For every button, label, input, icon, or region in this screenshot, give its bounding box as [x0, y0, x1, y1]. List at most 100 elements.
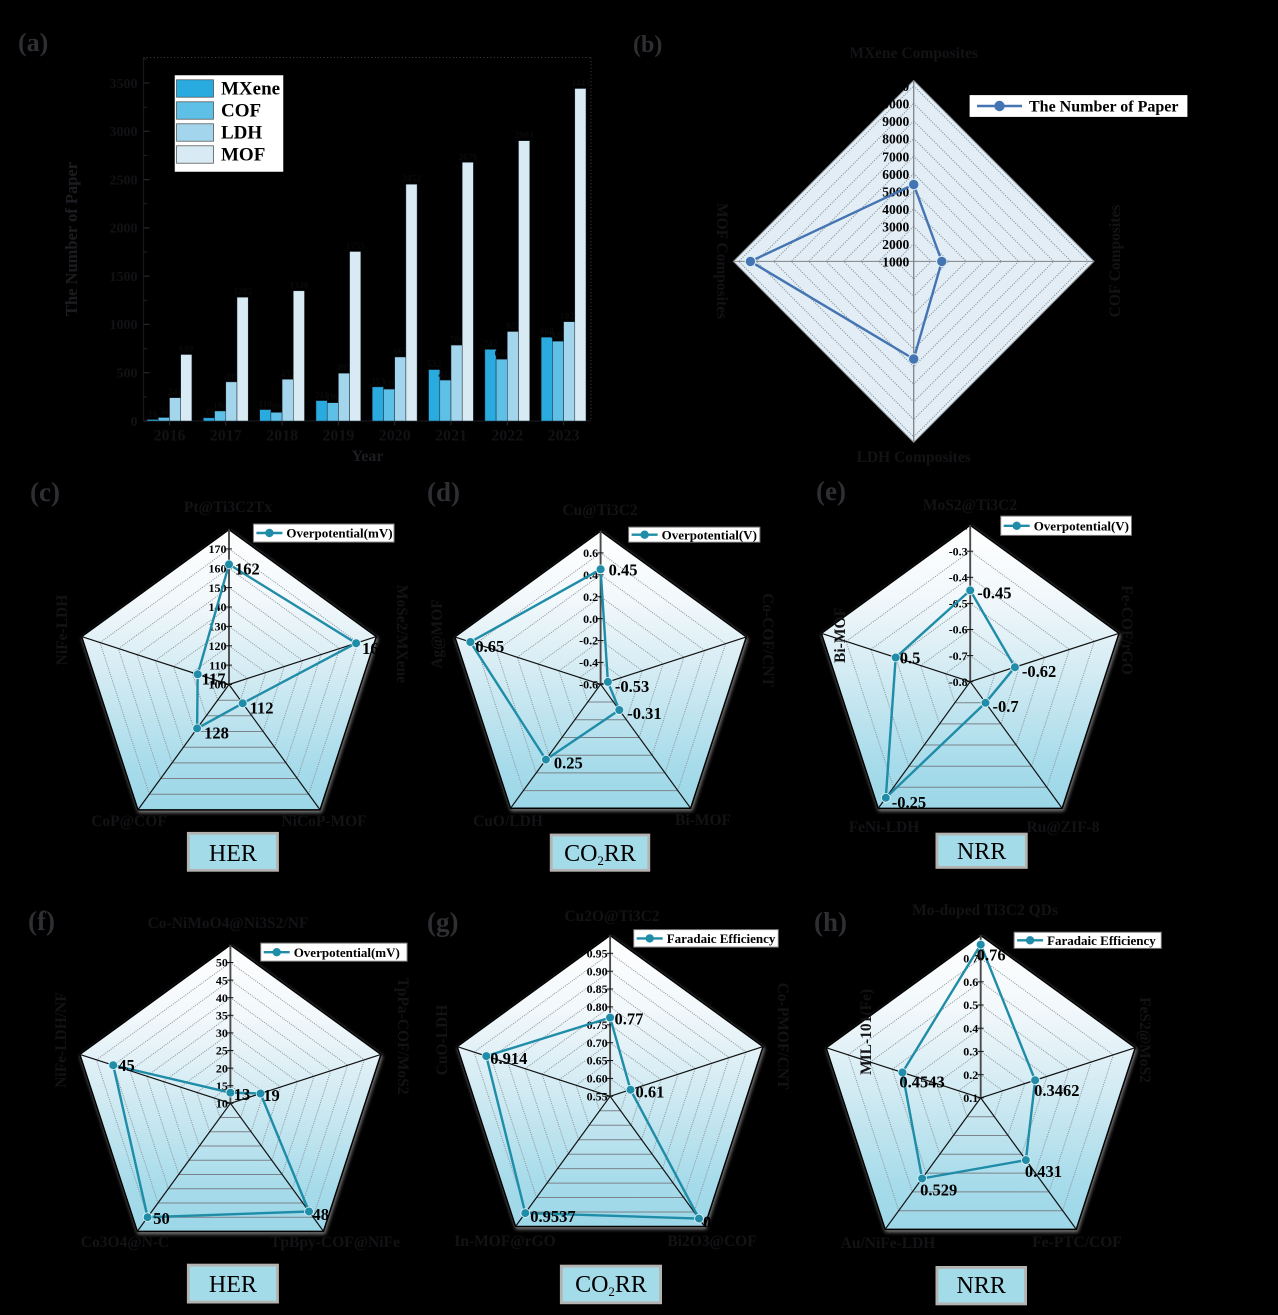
svg-text:180: 180 — [209, 523, 227, 537]
svg-text:9000: 9000 — [882, 114, 909, 129]
svg-text:118: 118 — [258, 400, 272, 410]
svg-text:0.9728: 0.9728 — [703, 1213, 748, 1232]
svg-text:0.3462: 0.3462 — [1034, 1081, 1079, 1100]
svg-text:0.2: 0.2 — [583, 590, 598, 604]
svg-text:NRR: NRR — [957, 1273, 1006, 1299]
svg-text:190: 190 — [326, 393, 341, 403]
svg-text:19: 19 — [263, 1086, 280, 1105]
svg-text:MoS2@Ti3C2: MoS2@Ti3C2 — [923, 497, 1017, 514]
svg-text:0.3: 0.3 — [963, 1045, 978, 1059]
svg-text:Co-COF/CNT: Co-COF/CNT — [759, 593, 776, 688]
svg-text:6000: 6000 — [882, 167, 909, 182]
svg-text:0.45: 0.45 — [609, 560, 638, 579]
svg-text:The Number of Paper: The Number of Paper — [62, 162, 81, 316]
svg-text:211: 211 — [315, 391, 329, 401]
svg-text:48: 48 — [313, 1205, 330, 1224]
svg-text:NRR: NRR — [957, 839, 1006, 865]
svg-text:1000: 1000 — [110, 318, 138, 333]
svg-text:0.85: 0.85 — [587, 982, 608, 996]
svg-text:(g): (g) — [427, 907, 458, 937]
svg-text:1348: 1348 — [289, 281, 308, 291]
svg-text:Cu@Ti3C2: Cu@Ti3C2 — [562, 502, 638, 519]
svg-text:0.25: 0.25 — [554, 754, 583, 773]
svg-text:927: 927 — [506, 322, 521, 332]
svg-text:50: 50 — [216, 956, 228, 970]
svg-text:Co-PMOF/CNT: Co-PMOF/CNT — [774, 983, 791, 1090]
svg-text:0.70: 0.70 — [587, 1036, 608, 1050]
svg-text:-0.6: -0.6 — [579, 678, 598, 692]
svg-text:0.90: 0.90 — [587, 964, 608, 978]
svg-text:MIL-101(Fe): MIL-101(Fe) — [858, 989, 875, 1075]
svg-text:Ag@MOF: Ag@MOF — [429, 599, 446, 669]
svg-text:89: 89 — [272, 403, 282, 413]
svg-text:HER: HER — [209, 841, 257, 867]
svg-text:30: 30 — [216, 1026, 228, 1040]
svg-text:-0.2: -0.2 — [579, 634, 598, 648]
svg-text:0.6: 0.6 — [963, 975, 978, 989]
svg-text:50: 50 — [153, 1209, 170, 1228]
svg-text:20: 20 — [216, 1061, 228, 1075]
svg-text:0.80: 0.80 — [587, 1000, 608, 1014]
svg-text:0.2: 0.2 — [963, 1068, 978, 1082]
svg-text:0.1: 0.1 — [963, 1091, 978, 1105]
svg-text:1.00: 1.00 — [587, 929, 608, 943]
svg-text:LDH: LDH — [221, 122, 262, 143]
svg-text:55: 55 — [216, 938, 228, 952]
svg-text:(h): (h) — [814, 907, 847, 937]
svg-text:424: 424 — [438, 371, 453, 381]
svg-text:In-MOF@rGO: In-MOF@rGO — [454, 1233, 555, 1250]
svg-text:0.61: 0.61 — [636, 1083, 665, 1102]
svg-text:Mo-doped Ti3C2 QDs: Mo-doped Ti3C2 QDs — [912, 902, 1058, 919]
svg-text:-0.45: -0.45 — [977, 583, 1011, 602]
svg-text:0.4: 0.4 — [963, 1021, 978, 1035]
svg-text:100: 100 — [209, 678, 227, 692]
svg-text:0.65: 0.65 — [475, 637, 504, 656]
svg-text:HER: HER — [209, 1272, 257, 1298]
svg-text:-0.6: -0.6 — [949, 623, 968, 637]
svg-text:Pt@Ti3C2Tx: Pt@Ti3C2Tx — [184, 499, 272, 516]
svg-text:MOF: MOF — [221, 144, 265, 165]
svg-text:Co-NiMoO4@Ni3S2/NF: Co-NiMoO4@Ni3S2/NF — [148, 915, 309, 932]
svg-text:4000: 4000 — [882, 202, 909, 217]
svg-text:353: 353 — [371, 377, 386, 387]
svg-text:0.0: 0.0 — [583, 612, 598, 626]
svg-text:40: 40 — [216, 991, 228, 1005]
svg-text:1755: 1755 — [346, 242, 365, 252]
svg-text:TpBpy-COF@NiFe: TpBpy-COF@NiFe — [270, 1234, 400, 1251]
svg-text:-0.7: -0.7 — [993, 697, 1019, 716]
svg-text:MoSe2/MXene: MoSe2/MXene — [393, 585, 410, 683]
svg-text:13: 13 — [234, 1085, 251, 1104]
svg-text:1500: 1500 — [110, 270, 138, 285]
svg-text:(d): (d) — [427, 477, 460, 507]
svg-text:The Number of Paper: The Number of Paper — [1029, 99, 1178, 116]
svg-text:Overpotential(V): Overpotential(V) — [662, 527, 757, 542]
svg-text:7000: 7000 — [882, 149, 909, 164]
svg-text:-0.3: -0.3 — [949, 544, 968, 558]
svg-text:826: 826 — [551, 332, 566, 342]
svg-text:0.76: 0.76 — [977, 946, 1006, 965]
svg-text:10: 10 — [216, 1097, 228, 1111]
svg-text:Fe-COF/rGO: Fe-COF/rGO — [1118, 585, 1135, 675]
svg-text:Faradaic Efficiency: Faradaic Efficiency — [667, 931, 776, 946]
svg-text:0.914: 0.914 — [490, 1049, 527, 1068]
svg-text:Bi-MOF: Bi-MOF — [832, 607, 849, 663]
svg-text:432: 432 — [281, 370, 296, 380]
svg-text:(f): (f) — [28, 906, 55, 936]
svg-text:742: 742 — [483, 340, 498, 350]
svg-text:11000: 11000 — [876, 79, 909, 94]
svg-text:Bi2O3@COF: Bi2O3@COF — [667, 1233, 756, 1250]
svg-text:45: 45 — [118, 1056, 135, 1075]
svg-text:3500: 3500 — [110, 77, 138, 92]
svg-text:0.5: 0.5 — [900, 649, 921, 668]
svg-text:Au/NiFe-LDH: Au/NiFe-LDH — [841, 1235, 936, 1252]
svg-text:8000: 8000 — [882, 132, 909, 147]
svg-text:0.8: 0.8 — [583, 524, 598, 538]
svg-text:128: 128 — [204, 723, 229, 742]
svg-text:3443: 3443 — [571, 79, 590, 89]
svg-text:FeNi-LDH: FeNi-LDH — [849, 819, 920, 836]
svg-text:162: 162 — [235, 559, 260, 578]
svg-text:COF: COF — [221, 100, 261, 121]
svg-text:169: 169 — [362, 639, 387, 658]
svg-text:160: 160 — [209, 562, 227, 576]
svg-text:Overpotential(mV): Overpotential(mV) — [294, 945, 400, 960]
